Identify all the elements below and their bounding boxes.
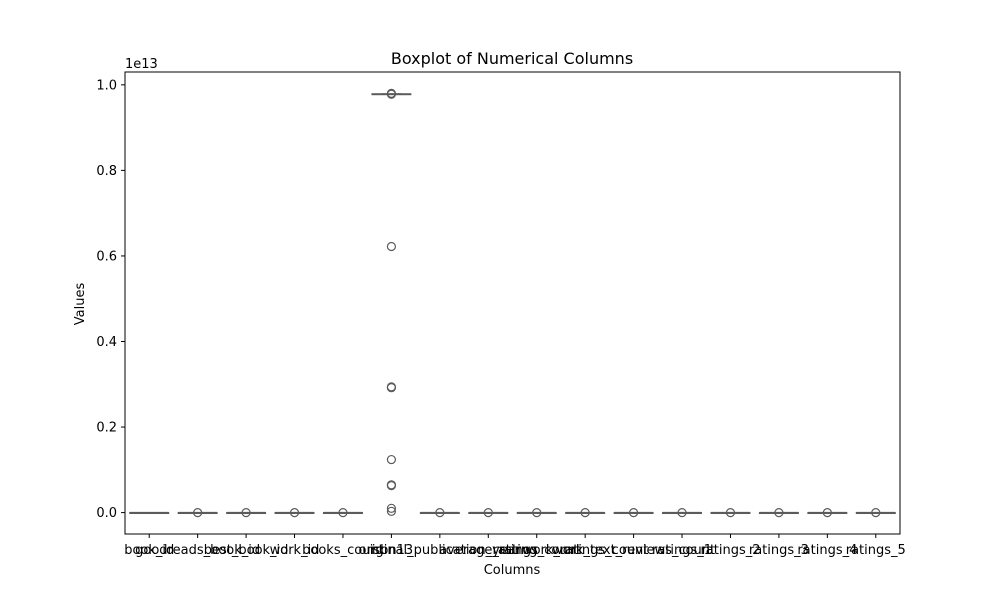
y-offset-label: 1e13 bbox=[125, 57, 158, 72]
x-tick-label: ratings_4 bbox=[797, 543, 857, 558]
y-axis-title: Values bbox=[73, 283, 88, 326]
outlier-point bbox=[628, 508, 639, 518]
outlier-point bbox=[241, 508, 251, 518]
x-tick-label: ratings_5 bbox=[846, 543, 906, 558]
x-tick-label: ratings_count bbox=[492, 543, 580, 558]
outlier-point bbox=[386, 241, 397, 252]
outlier-point bbox=[386, 503, 397, 513]
x-tick-label: goodreads_book_id bbox=[135, 543, 260, 558]
x-tick-label: book_id bbox=[124, 543, 174, 558]
outlier-point bbox=[483, 508, 493, 518]
outlier-point bbox=[580, 508, 590, 518]
x-tick-label: isbn13 bbox=[370, 543, 413, 558]
outlier-point bbox=[386, 506, 397, 516]
outlier-point bbox=[289, 508, 300, 518]
outlier-point bbox=[386, 89, 397, 99]
x-axis-title: Columns bbox=[484, 563, 541, 578]
x-tick-label: ratings_1 bbox=[652, 543, 712, 558]
outlier-point bbox=[725, 508, 736, 518]
outlier-point bbox=[871, 508, 881, 518]
y-tick-label: 0.0 bbox=[96, 506, 117, 521]
chart-title: Boxplot of Numerical Columns bbox=[391, 49, 633, 68]
plot-frame bbox=[124, 71, 901, 535]
x-tick-label: ratings_2 bbox=[700, 543, 760, 558]
x-tick-label: work_ratings_count bbox=[522, 543, 648, 558]
outlier-point bbox=[677, 508, 687, 518]
x-tick-label: original_publication_year bbox=[359, 543, 522, 558]
outlier-point bbox=[386, 454, 397, 465]
y-tick-label: 0.8 bbox=[96, 164, 117, 179]
outlier-point bbox=[193, 508, 203, 518]
outlier-point bbox=[338, 508, 348, 518]
x-tick-label: work_id bbox=[270, 543, 320, 558]
x-tick-label: average_rating bbox=[439, 543, 537, 558]
outlier-point bbox=[532, 508, 542, 518]
outlier-point bbox=[386, 481, 397, 491]
plot-area: 0.0 0.2 0.4 0.6 0.8 1.0 book_idgoodreads_book_… bbox=[96, 71, 906, 558]
x-tick-label: ratings_3 bbox=[749, 543, 809, 558]
y-tick-label: 0.2 bbox=[96, 421, 117, 436]
y-tick-label: 1.0 bbox=[96, 78, 117, 93]
outlier-point bbox=[774, 508, 784, 518]
x-tick-label: work_text_reviews_count bbox=[552, 543, 715, 558]
y-tick-label: 0.6 bbox=[96, 249, 117, 264]
outlier-point bbox=[822, 508, 832, 518]
y-tick-label: 0.4 bbox=[96, 335, 117, 350]
x-tick-label: books_count bbox=[302, 543, 384, 558]
x-tick-label: best_book_id bbox=[204, 543, 289, 558]
outlier-point bbox=[435, 508, 445, 518]
outlier-point bbox=[386, 383, 397, 393]
